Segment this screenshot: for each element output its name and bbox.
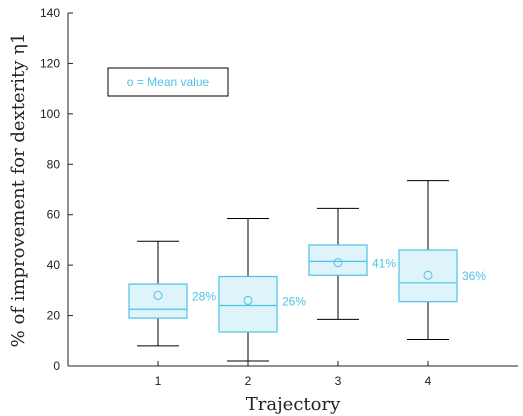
y-axis-title: % of improvement for dexterity η1 xyxy=(8,33,29,348)
mean-value-label: 36% xyxy=(462,269,486,283)
y-tick-label: 40 xyxy=(47,258,61,272)
mean-value-label: 26% xyxy=(282,294,306,308)
axes xyxy=(67,13,518,367)
y-tick-label: 120 xyxy=(40,56,60,70)
box-series: 28% 26% 41% 36% xyxy=(128,180,486,362)
x-tick-label: 4 xyxy=(425,374,432,388)
mean-marker xyxy=(423,270,433,280)
legend: o = Mean value xyxy=(107,67,229,97)
box-3: 41% xyxy=(308,207,396,320)
mean-marker xyxy=(153,290,163,300)
y-tick-label: 100 xyxy=(40,107,60,121)
x-axis-title: Trajectory xyxy=(246,394,341,415)
box-1: 28% xyxy=(128,240,216,347)
y-tick-label: 60 xyxy=(47,208,61,222)
mean-marker xyxy=(243,295,253,305)
y-tick-label: 140 xyxy=(40,6,60,20)
box-2: 26% xyxy=(218,217,306,362)
box-iqr xyxy=(398,249,458,303)
legend-frame xyxy=(107,67,229,97)
x-tick-label: 3 xyxy=(335,374,342,388)
mean-value-label: 28% xyxy=(192,289,216,303)
box-iqr xyxy=(128,283,188,319)
y-axis-ticks: 0 20 40 60 80 100 120 140 xyxy=(40,6,73,373)
x-tick-label: 1 xyxy=(155,374,162,388)
x-axis-ticks: 1 2 3 4 xyxy=(155,361,432,388)
mean-marker xyxy=(333,258,343,268)
mean-value-label: 41% xyxy=(372,257,396,271)
y-tick-label: 20 xyxy=(47,309,61,323)
box-iqr xyxy=(308,244,368,276)
box-4: 36% xyxy=(398,180,486,341)
x-tick-label: 2 xyxy=(245,374,252,388)
y-tick-label: 80 xyxy=(47,157,61,171)
y-tick-label: 0 xyxy=(53,359,60,373)
legend-text: o = Mean value xyxy=(127,75,210,89)
